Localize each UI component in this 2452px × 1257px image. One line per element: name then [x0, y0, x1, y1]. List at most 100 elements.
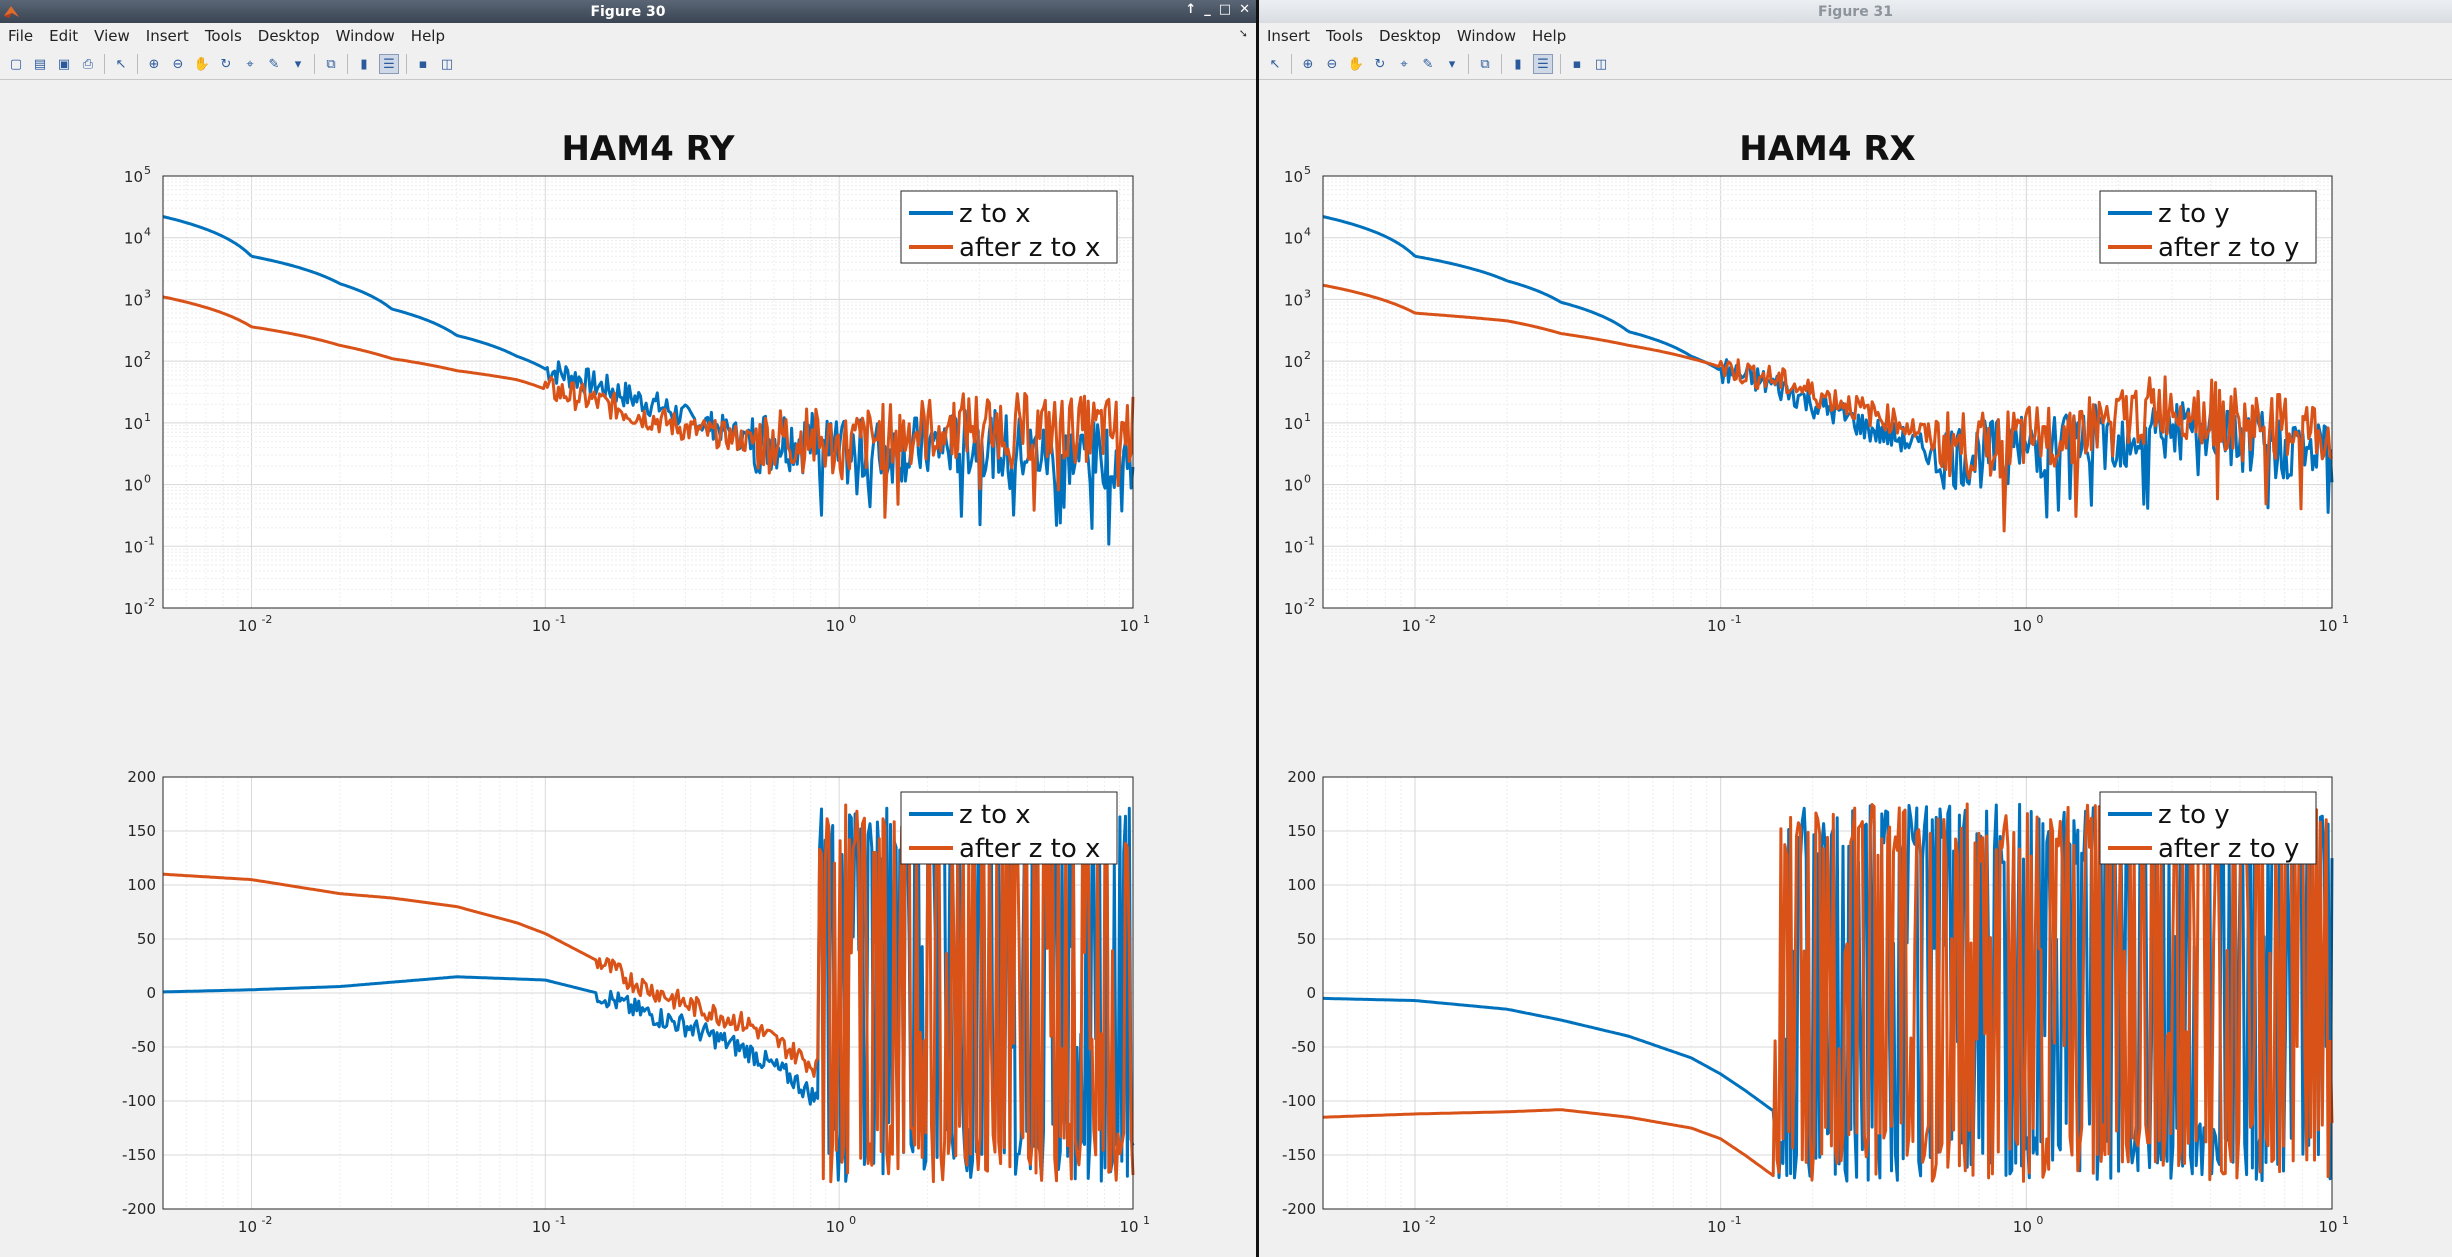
brush-icon[interactable]: ✎	[1422, 56, 1434, 72]
x-tick-exponent: 0	[849, 613, 856, 626]
zoom-out-icon[interactable]: ⊖	[1326, 56, 1338, 72]
x-tick-label: 10	[2318, 1218, 2337, 1236]
hide-plot-tools-icon[interactable]: ▪	[1572, 56, 1582, 72]
menu-edit[interactable]: Edit	[49, 27, 79, 45]
legend-label: after z to x	[959, 233, 1100, 263]
zoom-in-icon[interactable]: ⊕	[1302, 56, 1314, 72]
link-plot-icon[interactable]: ⧉	[1480, 56, 1490, 72]
zoom-in-icon[interactable]: ⊕	[148, 56, 160, 72]
x-tick-exponent: -1	[555, 613, 566, 626]
y-tick-exponent: 2	[1304, 349, 1311, 362]
axes: 10 -2 10 -1 10 0 10 110 510 410 310 210 110 010 -110 -2…	[1284, 164, 2349, 635]
menu-view[interactable]: View	[94, 27, 130, 45]
print-icon[interactable]: ⎙	[82, 56, 94, 72]
axes-frame	[162, 776, 1134, 1210]
legend-label: after z to y	[2158, 834, 2299, 864]
y-tick-label: -100	[1282, 1092, 1316, 1110]
close-icon[interactable]: ✕	[1239, 2, 1250, 17]
y-tick-label: -100	[122, 1092, 156, 1110]
figure-toolbar: ▢ ▤ ▣ ⎙ ↖ ⊕ ⊖ ✋ ↻ ⌖ ✎ ▾ ⧉ ▮ ☰ ▪ ◫	[0, 49, 1256, 80]
figure-window-31: Figure 31 Insert Tools Desktop Window He…	[1259, 0, 2452, 1257]
minimize-icon[interactable]: _	[1204, 2, 1211, 17]
menu-insert[interactable]: Insert	[145, 27, 189, 45]
menu-tools[interactable]: Tools	[1326, 27, 1363, 45]
dropdown-arrow-icon[interactable]: ▾	[1448, 56, 1456, 72]
colorbar-icon[interactable]: ▮	[1514, 56, 1522, 72]
dock-arrow-icon[interactable]: ➘	[1238, 27, 1248, 40]
menu-help[interactable]: Help	[410, 27, 445, 45]
menu-bar: File Edit View Insert Tools Desktop Wind…	[0, 23, 1256, 49]
legend-label: after z to x	[959, 834, 1100, 864]
y-tick-exponent: -1	[144, 534, 155, 547]
toolbar-separator	[1560, 54, 1561, 74]
y-tick-exponent: 2	[144, 349, 151, 362]
y-tick-exponent: 4	[1304, 226, 1311, 239]
window-title-bar[interactable]: Figure 30 ↑ _ □ ✕	[0, 0, 1256, 23]
legend-label: z to x	[959, 199, 1031, 229]
y-tick-label: 50	[137, 930, 156, 948]
new-figure-icon[interactable]: ▢	[9, 56, 23, 72]
open-file-icon[interactable]: ▤	[33, 56, 47, 72]
pointer-icon[interactable]: ↖	[115, 56, 127, 72]
series-line-blue	[162, 215, 1135, 546]
x-tick-exponent: 1	[1143, 613, 1150, 626]
y-tick-label: 10	[1284, 477, 1303, 495]
axes: 10 -2 10 -1 10 0 10 1200150100500-50-100-150-20…	[1282, 768, 2349, 1236]
x-tick-label: 10	[1401, 1218, 1420, 1236]
y-tick-label: 10	[124, 415, 143, 433]
pin-icon[interactable]: ↑	[1185, 2, 1197, 17]
menu-window[interactable]: Window	[335, 27, 395, 45]
data-cursor-icon[interactable]: ⌖	[1400, 56, 1408, 72]
menu-insert[interactable]: Insert	[1267, 27, 1311, 45]
legend-icon[interactable]: ☰	[1533, 54, 1553, 74]
axes-frame	[1322, 175, 2333, 609]
menu-desktop[interactable]: Desktop	[1378, 27, 1441, 45]
y-tick-exponent: -2	[1304, 596, 1315, 609]
menu-tools[interactable]: Tools	[204, 27, 242, 45]
axes: 10 -2 10 -1 10 0 10 110 510 410 310 210 110 010 -110 -2…	[124, 164, 1150, 635]
y-tick-label: 10	[1284, 353, 1303, 371]
rotate-icon[interactable]: ↻	[220, 56, 232, 72]
toolbar-separator	[1468, 54, 1469, 74]
y-tick-exponent: 3	[144, 287, 151, 300]
legend-icon[interactable]: ☰	[379, 54, 399, 74]
pan-icon[interactable]: ✋	[1347, 56, 1365, 72]
y-tick-label: 200	[1287, 768, 1316, 786]
toolbar-separator	[137, 54, 138, 74]
maximize-icon[interactable]: □	[1218, 2, 1232, 17]
axes-frame	[1322, 776, 2333, 1210]
link-plot-icon[interactable]: ⧉	[326, 56, 336, 72]
hide-plot-tools-icon[interactable]: ▪	[418, 56, 428, 72]
y-tick-exponent: 1	[1304, 411, 1311, 424]
pan-icon[interactable]: ✋	[193, 56, 211, 72]
y-tick-label: -200	[1282, 1200, 1316, 1218]
zoom-out-icon[interactable]: ⊖	[172, 56, 184, 72]
show-plot-tools-icon[interactable]: ◫	[1594, 56, 1608, 72]
pointer-icon[interactable]: ↖	[1269, 56, 1281, 72]
x-tick-exponent: -2	[1425, 613, 1436, 626]
brush-icon[interactable]: ✎	[268, 56, 280, 72]
y-tick-exponent: 4	[144, 226, 151, 239]
y-tick-label: 10	[1284, 538, 1303, 556]
menu-window[interactable]: Window	[1456, 27, 1517, 45]
dropdown-arrow-icon[interactable]: ▾	[294, 56, 302, 72]
series-line-blue	[1323, 802, 2334, 1183]
x-tick-exponent: -2	[261, 1214, 272, 1227]
show-plot-tools-icon[interactable]: ◫	[440, 56, 454, 72]
y-tick-label: -150	[1282, 1146, 1316, 1164]
save-icon[interactable]: ▣	[57, 56, 71, 72]
y-tick-exponent: 1	[144, 411, 151, 424]
window-title-bar[interactable]: Figure 31	[1259, 0, 2452, 23]
y-tick-label: 10	[124, 353, 143, 371]
colorbar-icon[interactable]: ▮	[360, 56, 368, 72]
rotate-icon[interactable]: ↻	[1374, 56, 1386, 72]
y-tick-label: 150	[1287, 822, 1316, 840]
x-tick-label: 10	[238, 1218, 257, 1236]
menu-desktop[interactable]: Desktop	[257, 27, 320, 45]
legend-box	[900, 791, 1118, 865]
menu-file[interactable]: File	[8, 27, 34, 45]
data-cursor-icon[interactable]: ⌖	[246, 56, 254, 72]
menu-bar: Insert Tools Desktop Window Help	[1259, 23, 2452, 49]
figure-window-30: Figure 30 ↑ _ □ ✕ File Edit View Insert …	[0, 0, 1256, 1236]
menu-help[interactable]: Help	[1532, 27, 1567, 45]
